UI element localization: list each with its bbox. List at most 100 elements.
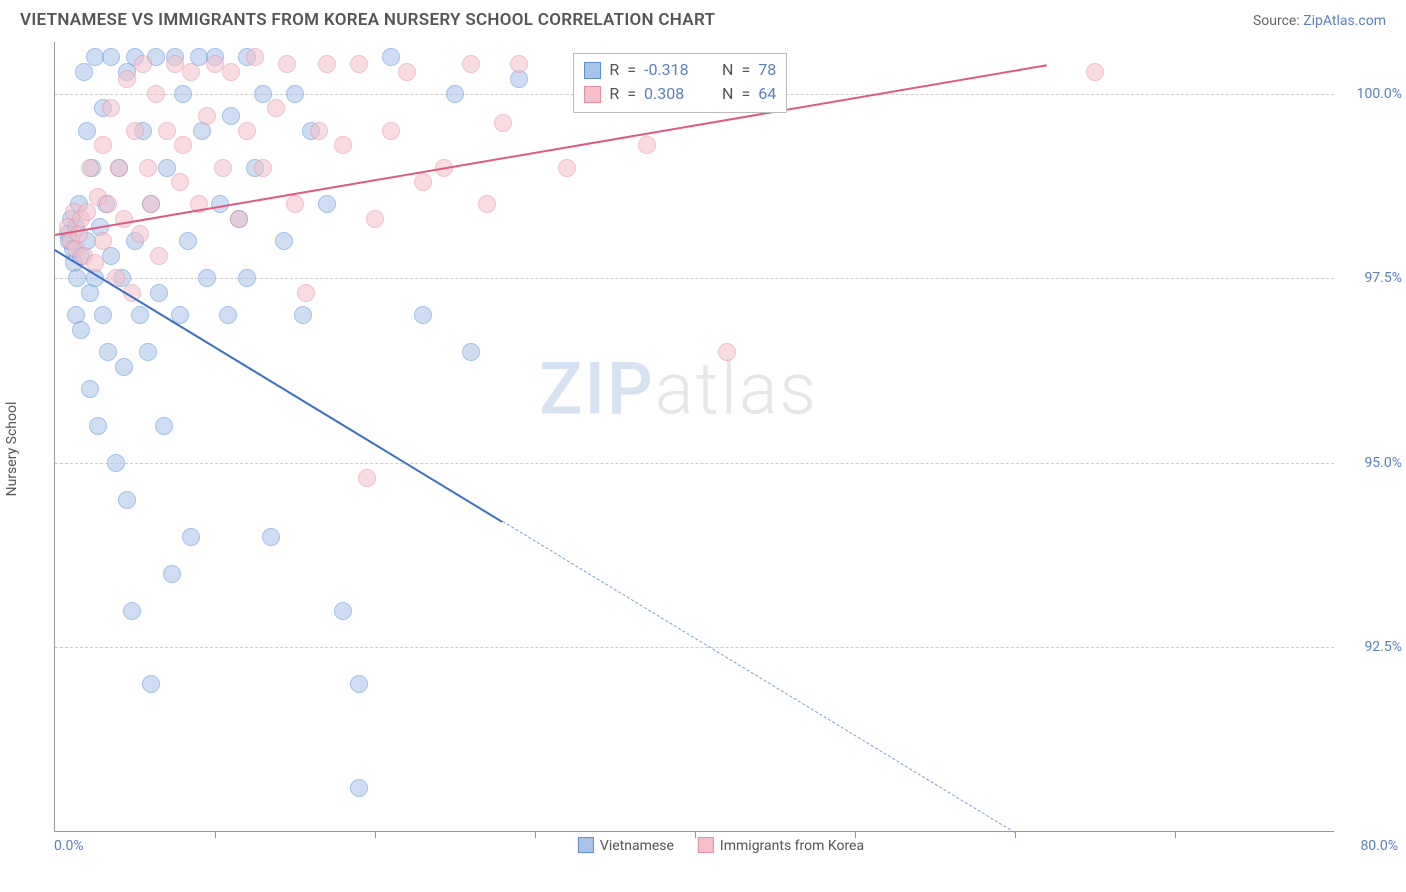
scatter-point-vietnamese (89, 417, 107, 435)
trend-line (502, 521, 1015, 833)
chart-area: Nursery School 100.0%97.5%95.0%92.5%ZIPa… (18, 42, 1388, 856)
scatter-point-vietnamese (198, 269, 216, 287)
stat-eq: = (627, 58, 636, 82)
legend-swatch (698, 837, 714, 853)
scatter-plot: 100.0%97.5%95.0%92.5%ZIPatlasR=-0.318N=7… (54, 42, 1334, 832)
stat-n-symbol: N (722, 82, 733, 106)
scatter-point-korea (94, 232, 112, 250)
stat-eq: = (627, 82, 636, 106)
scatter-point-vietnamese (334, 602, 352, 620)
scatter-point-vietnamese (139, 343, 157, 361)
scatter-point-vietnamese (462, 343, 480, 361)
scatter-point-vietnamese (238, 269, 256, 287)
scatter-point-korea (102, 99, 120, 117)
gridline (55, 463, 1334, 464)
scatter-point-korea (286, 195, 304, 213)
scatter-point-korea (267, 99, 285, 117)
scatter-point-vietnamese (150, 284, 168, 302)
stat-r-value: 0.308 (644, 82, 698, 106)
scatter-point-korea (638, 136, 656, 154)
stat-n-symbol: N (722, 58, 733, 82)
trend-line (55, 64, 1047, 236)
scatter-point-korea (150, 247, 168, 265)
scatter-point-korea (246, 48, 264, 66)
scatter-point-vietnamese (294, 306, 312, 324)
legend-label: Vietnamese (600, 838, 674, 854)
stat-eq: = (741, 82, 750, 106)
gridline (55, 647, 1334, 648)
scatter-point-vietnamese (68, 269, 86, 287)
scatter-point-korea (131, 225, 149, 243)
scatter-point-korea (462, 55, 480, 73)
trend-line (54, 249, 503, 523)
stats-legend-box: R = -0.318 N = 78R = 0.308 N = 64 (573, 53, 787, 113)
scatter-point-vietnamese (72, 321, 90, 339)
scatter-point-korea (414, 173, 432, 191)
scatter-point-vietnamese (275, 232, 293, 250)
scatter-point-vietnamese (182, 528, 200, 546)
y-tick-label: 100.0% (1357, 86, 1402, 102)
stat-n-value: 64 (758, 82, 776, 106)
scatter-point-vietnamese (350, 779, 368, 797)
scatter-point-korea (398, 63, 416, 81)
scatter-point-korea (310, 122, 328, 140)
scatter-point-korea (382, 122, 400, 140)
scatter-point-korea (147, 85, 165, 103)
scatter-point-vietnamese (102, 48, 120, 66)
scatter-point-korea (358, 469, 376, 487)
scatter-point-korea (78, 203, 96, 221)
scatter-point-korea (366, 210, 384, 228)
scatter-point-korea (182, 63, 200, 81)
scatter-point-korea (510, 55, 528, 73)
stat-r-value: -0.318 (644, 58, 698, 82)
scatter-point-korea (238, 122, 256, 140)
scatter-point-korea (142, 195, 160, 213)
legend-item: Immigrants from Korea (698, 837, 864, 854)
scatter-point-korea (126, 122, 144, 140)
scatter-point-vietnamese (94, 306, 112, 324)
scatter-point-vietnamese (142, 675, 160, 693)
scatter-point-korea (334, 136, 352, 154)
scatter-point-korea (254, 159, 272, 177)
scatter-point-korea (318, 55, 336, 73)
source-link[interactable]: ZipAtlas.com (1303, 13, 1386, 29)
scatter-point-vietnamese (350, 675, 368, 693)
stat-n-value: 78 (758, 58, 776, 82)
watermark: ZIPatlas (539, 347, 818, 432)
scatter-point-vietnamese (155, 417, 173, 435)
scatter-point-korea (230, 210, 248, 228)
chart-header: VIETNAMESE VS IMMIGRANTS FROM KOREA NURS… (0, 0, 1406, 36)
scatter-point-vietnamese (78, 122, 96, 140)
scatter-point-korea (81, 159, 99, 177)
y-tick-label: 92.5% (1364, 639, 1402, 655)
scatter-point-korea (118, 70, 136, 88)
stats-row: R = 0.308 N = 64 (584, 82, 776, 106)
scatter-point-vietnamese (163, 565, 181, 583)
scatter-point-korea (139, 159, 157, 177)
scatter-point-korea (134, 55, 152, 73)
scatter-point-vietnamese (262, 528, 280, 546)
scatter-point-vietnamese (222, 107, 240, 125)
scatter-point-korea (99, 195, 117, 213)
scatter-point-korea (174, 136, 192, 154)
scatter-point-korea (558, 159, 576, 177)
stat-r-symbol: R (609, 58, 619, 82)
x-axis-labels: 0.0% 80.0% VietnameseImmigrants from Kor… (54, 832, 1388, 856)
scatter-point-korea (278, 55, 296, 73)
scatter-point-korea (214, 159, 232, 177)
y-axis-label: Nursery School (4, 402, 20, 497)
scatter-point-vietnamese (219, 306, 237, 324)
scatter-point-vietnamese (318, 195, 336, 213)
scatter-point-korea (115, 210, 133, 228)
chart-legend: Vietnamese Immigrants from Korea (578, 837, 864, 854)
scatter-point-vietnamese (107, 454, 125, 472)
scatter-point-korea (297, 284, 315, 302)
x-label-max: 80.0% (1360, 838, 1398, 854)
scatter-point-korea (350, 55, 368, 73)
scatter-point-vietnamese (131, 306, 149, 324)
scatter-point-korea (494, 114, 512, 132)
stat-r-symbol: R (609, 82, 619, 106)
scatter-point-korea (718, 343, 736, 361)
scatter-point-korea (478, 195, 496, 213)
legend-swatch (578, 837, 594, 853)
